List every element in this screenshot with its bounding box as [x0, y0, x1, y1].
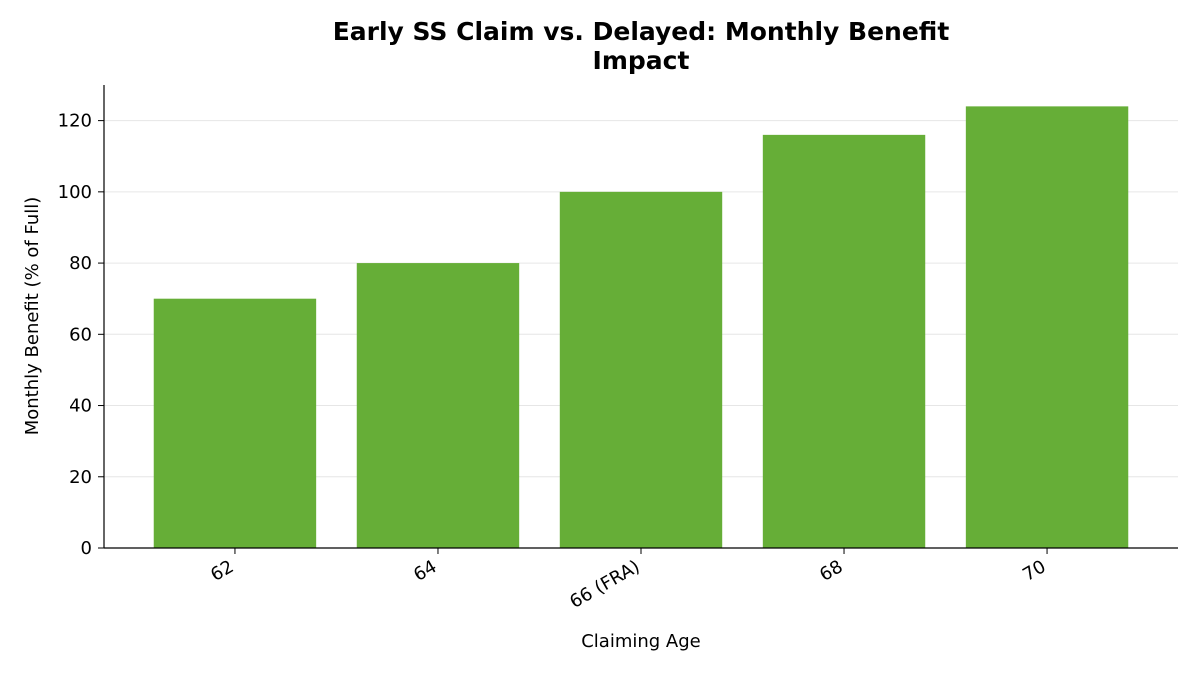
y-tick-label: 120	[58, 111, 92, 132]
y-tick-label: 80	[69, 253, 92, 274]
bar	[762, 134, 926, 548]
y-tick-label: 60	[69, 324, 92, 345]
y-tick-label: 40	[69, 396, 92, 417]
y-tick-label: 100	[58, 182, 92, 203]
bar	[356, 263, 520, 548]
y-tick-label: 20	[69, 467, 92, 488]
x-tick-label: 62	[207, 556, 237, 586]
y-axis-label: Monthly Benefit (% of Full)	[22, 197, 43, 436]
x-axis-label: Claiming Age	[581, 631, 701, 652]
x-tick-label: 68	[816, 556, 846, 586]
x-tick-label: 64	[410, 556, 440, 586]
bar	[965, 106, 1129, 548]
x-tick-label: 70	[1019, 556, 1049, 586]
y-tick-label: 0	[81, 538, 92, 559]
bar	[559, 191, 723, 548]
x-tick-label: 66 (FRA)	[566, 556, 643, 613]
chart-title: Early SS Claim vs. Delayed: Monthly Bene…	[332, 17, 950, 75]
bar	[153, 298, 317, 548]
